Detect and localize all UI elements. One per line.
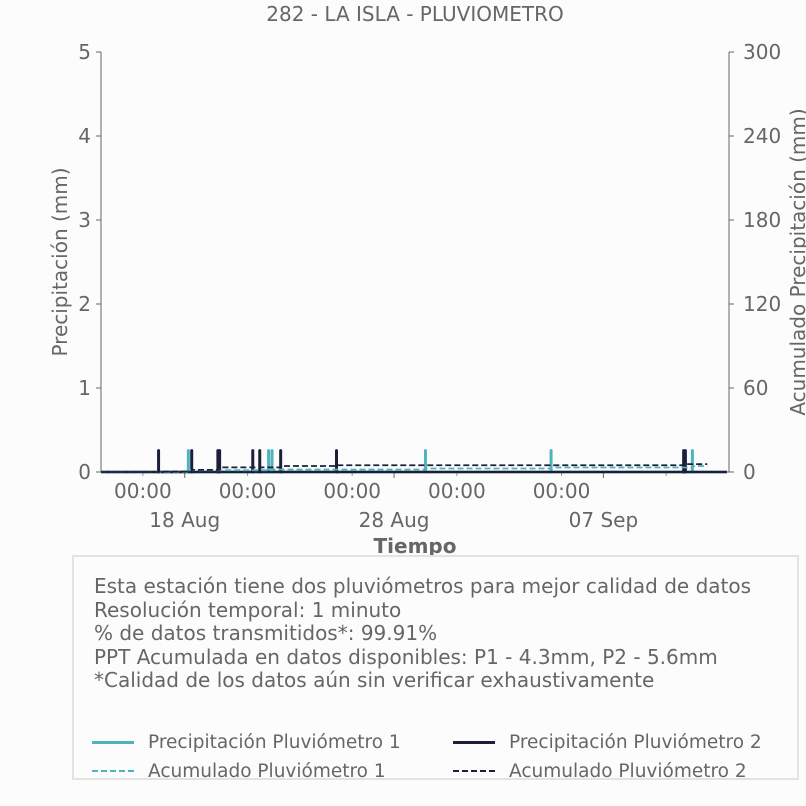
legend-item-precip-1: Precipitación Pluviómetro 1 bbox=[92, 731, 401, 753]
y-left-tick-label: 3 bbox=[78, 208, 91, 232]
y-right-tick-label: 120 bbox=[743, 292, 781, 316]
info-line-quality: *Calidad de los datos aún sin verificar … bbox=[94, 668, 655, 692]
x-date-tick-label: 07 Sep bbox=[569, 508, 639, 532]
legend-swatch-accum-1 bbox=[92, 770, 134, 772]
info-line-stations: Esta estación tiene dos pluviómetros par… bbox=[94, 574, 752, 598]
x-axis-label: Tiempo bbox=[374, 534, 457, 558]
y-left-tick-label: 5 bbox=[78, 40, 91, 64]
legend-swatch-precip-1 bbox=[92, 740, 134, 744]
info-line-resolution: Resolución temporal: 1 minuto bbox=[94, 597, 402, 622]
y-right-tick-label: 240 bbox=[743, 124, 781, 148]
x-time-tick-label: 00:00 bbox=[533, 479, 591, 503]
x-date-tick-label: 18 Aug bbox=[149, 508, 220, 532]
precipitation-chart: 282 - LA ISLA - PLUVIOMETRO 0 1 2 3 4 5 0 60 120… bbox=[48, 2, 806, 558]
y-axis-left-label: Precipitación (mm) bbox=[48, 167, 72, 356]
accum-line-2 bbox=[101, 465, 708, 473]
info-line-transmitted: % de datos transmitidos*: 99.91% bbox=[94, 621, 438, 645]
legend-item-accum-1: Acumulado Pluviómetro 1 bbox=[92, 760, 386, 782]
y-right-tick-label: 0 bbox=[743, 460, 756, 484]
y-left-tick-label: 0 bbox=[78, 460, 91, 484]
y-left-tick-label: 4 bbox=[78, 124, 91, 148]
y-left-tick-label: 2 bbox=[78, 292, 91, 316]
y-axis-right-label: Acumulado Precipitación (mm) bbox=[786, 108, 806, 415]
chart-title: 282 - LA ISLA - PLUVIOMETRO bbox=[266, 2, 563, 26]
x-time-tick-label: 00:00 bbox=[219, 479, 277, 503]
legend-label-precip-2: Precipitación Pluviómetro 2 bbox=[509, 731, 762, 753]
legend-label-precip-1: Precipitación Pluviómetro 1 bbox=[148, 731, 401, 753]
y-right-tick-label: 180 bbox=[743, 208, 781, 232]
chart-legend: Precipitación Pluviómetro 1 Precipitació… bbox=[92, 729, 792, 789]
chart-axes: 0 1 2 3 4 5 0 60 120 180 240 300 00:00 00:00 00:00 00:0… bbox=[78, 40, 781, 532]
legend-item-precip-2: Precipitación Pluviómetro 2 bbox=[453, 731, 762, 753]
y-left-tick-label: 1 bbox=[78, 376, 91, 400]
legend-label-accum-1: Acumulado Pluviómetro 1 bbox=[148, 760, 386, 782]
info-box: Esta estación tiene dos pluviómetros par… bbox=[72, 555, 799, 782]
y-right-tick-label: 60 bbox=[743, 376, 768, 400]
chart-marks bbox=[101, 449, 727, 474]
legend-item-accum-2: Acumulado Pluviómetro 2 bbox=[453, 760, 747, 782]
legend-label-accum-2: Acumulado Pluviómetro 2 bbox=[509, 760, 747, 782]
accum-line-3 bbox=[101, 463, 708, 473]
legend-swatch-accum-2 bbox=[453, 770, 495, 772]
x-time-tick-label: 00:00 bbox=[114, 479, 172, 503]
x-time-tick-label: 00:00 bbox=[428, 479, 486, 503]
y-right-tick-label: 300 bbox=[743, 40, 781, 64]
x-date-tick-label: 28 Aug bbox=[359, 508, 430, 532]
x-time-tick-label: 00:00 bbox=[323, 479, 381, 503]
legend-swatch-precip-2 bbox=[453, 740, 495, 744]
info-line-accumulated: PPT Acumulada en datos disponibles: P1 -… bbox=[94, 644, 718, 669]
info-text: Esta estación tiene dos pluviómetros par… bbox=[94, 574, 752, 693]
